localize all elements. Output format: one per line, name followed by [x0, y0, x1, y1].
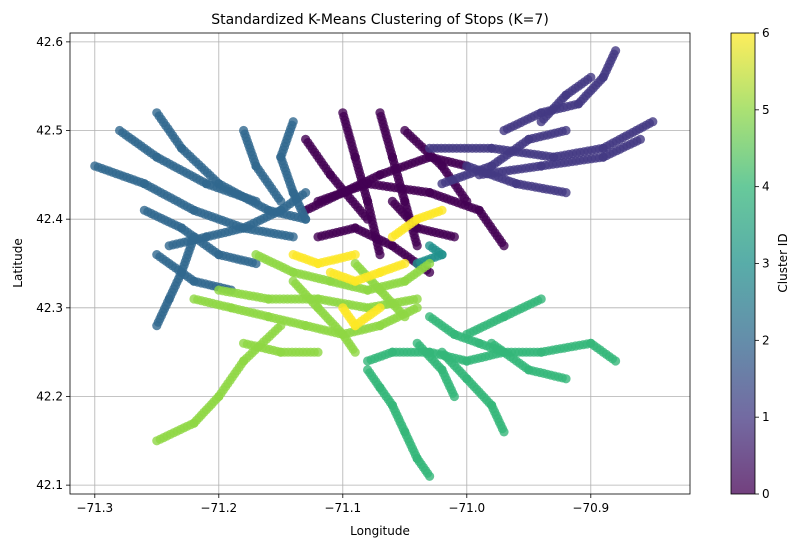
chart-title: Standardized K-Means Clustering of Stops… — [211, 12, 549, 28]
stop-point — [586, 72, 596, 82]
stop-point — [288, 232, 298, 242]
stop-point — [437, 205, 447, 215]
stop-point — [499, 427, 509, 437]
x-tick-label: −71.2 — [200, 501, 237, 515]
stop-point — [462, 196, 472, 206]
x-axis-label: Longitude — [350, 524, 410, 538]
colorbar — [731, 33, 755, 494]
stop-point — [425, 471, 435, 481]
stop-point — [301, 214, 311, 224]
y-tick-label: 42.1 — [36, 478, 63, 492]
stop-point — [412, 294, 422, 304]
cluster-4-points — [363, 294, 621, 481]
colorbar-ticks: 0 1 2 3 4 5 6 — [755, 26, 770, 501]
stop-point — [561, 125, 571, 136]
x-tick-label: −70.9 — [572, 501, 609, 515]
colorbar-tick-label: 2 — [762, 333, 770, 347]
stop-point — [449, 391, 459, 402]
stop-point — [400, 312, 410, 322]
x-axis: −71.3 −71.2 −71.1 −71.0 −70.9 — [76, 494, 609, 515]
stop-point — [387, 400, 397, 410]
x-tick-label: −71.0 — [448, 501, 485, 515]
stop-point — [276, 196, 286, 206]
cluster-6-points — [288, 205, 447, 331]
y-axis: 42.1 42.2 42.3 42.4 42.5 42.6 — [36, 35, 70, 492]
stop-point — [152, 436, 162, 446]
stop-point — [611, 356, 621, 366]
stop-point — [251, 258, 261, 269]
stop-point — [400, 258, 410, 269]
stop-point — [301, 188, 311, 198]
cluster-1-points — [425, 46, 658, 198]
stop-point — [635, 134, 646, 144]
colorbar-tick-label: 1 — [762, 410, 770, 424]
stop-point — [561, 374, 571, 384]
cluster-2-points — [90, 108, 311, 331]
colorbar-tick-label: 6 — [762, 26, 770, 40]
stop-point — [561, 188, 571, 198]
x-tick-label: −71.3 — [76, 501, 113, 515]
stop-point — [251, 196, 261, 206]
colorbar-tick-label: 5 — [762, 103, 770, 117]
cluster-0-points — [301, 108, 509, 277]
scatter-points — [90, 46, 658, 481]
x-tick-label: −71.1 — [324, 501, 361, 515]
colorbar-tick-label: 3 — [762, 257, 770, 271]
y-tick-label: 42.4 — [36, 212, 63, 226]
colorbar-tick-label: 0 — [762, 487, 770, 501]
stop-point — [499, 241, 509, 251]
stop-point — [375, 303, 385, 313]
stop-point — [536, 294, 546, 304]
y-tick-label: 42.3 — [36, 301, 63, 315]
stop-point — [363, 214, 373, 224]
stop-point — [648, 117, 658, 127]
plot-frame — [69, 32, 691, 495]
y-tick-label: 42.5 — [36, 124, 63, 138]
colorbar-tick-label: 4 — [762, 180, 770, 194]
stop-point — [375, 250, 385, 260]
stop-point — [313, 347, 323, 357]
stop-point — [611, 46, 621, 56]
stop-point — [350, 250, 360, 260]
colorbar-label: Cluster ID — [776, 233, 790, 292]
stop-point — [412, 303, 422, 313]
stop-point — [425, 258, 435, 269]
y-tick-label: 42.6 — [36, 35, 63, 49]
cluster-5-points — [152, 250, 435, 446]
y-tick-label: 42.2 — [36, 389, 63, 403]
y-axis-label: Latitude — [11, 238, 25, 287]
stop-point — [412, 241, 422, 251]
stop-point — [350, 347, 360, 357]
stop-point — [449, 232, 459, 242]
